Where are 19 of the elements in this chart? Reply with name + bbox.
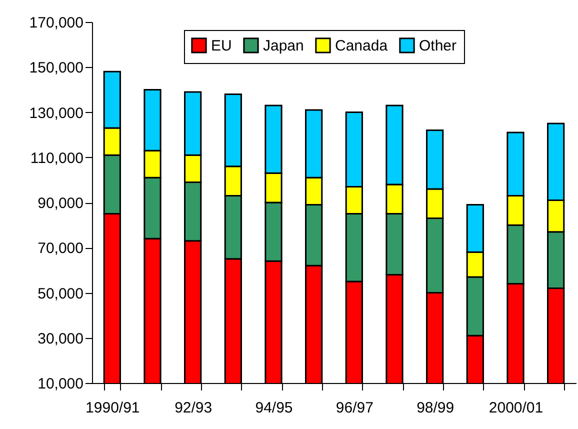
x-tick-label: 98/99 [416, 400, 454, 416]
x-tick-label: 92/93 [174, 400, 212, 416]
y-tick-label: 10,000 [38, 376, 84, 392]
y-tick-label: 30,000 [38, 330, 84, 348]
x-tick-label: 96/97 [336, 400, 374, 416]
legend-label: Japan [263, 37, 304, 54]
legend-label: Canada [335, 37, 388, 54]
y-tick-label: 50,000 [38, 285, 84, 302]
y-tick-label: 170,000 [29, 14, 84, 32]
legend-label: Other [419, 37, 457, 54]
y-tick-label: 150,000 [29, 60, 84, 77]
x-tick-label: 94/95 [255, 400, 293, 416]
y-tick-label: 70,000 [38, 240, 84, 258]
legend-label: EU [211, 37, 232, 54]
y-tick-label: 110,000 [30, 150, 84, 167]
y-tick-label: 90,000 [38, 195, 84, 212]
y-tick-label: 130,000 [29, 104, 84, 122]
x-tick-label: 1990/91 [86, 400, 140, 416]
x-tick-label: 2000/01 [488, 400, 544, 416]
